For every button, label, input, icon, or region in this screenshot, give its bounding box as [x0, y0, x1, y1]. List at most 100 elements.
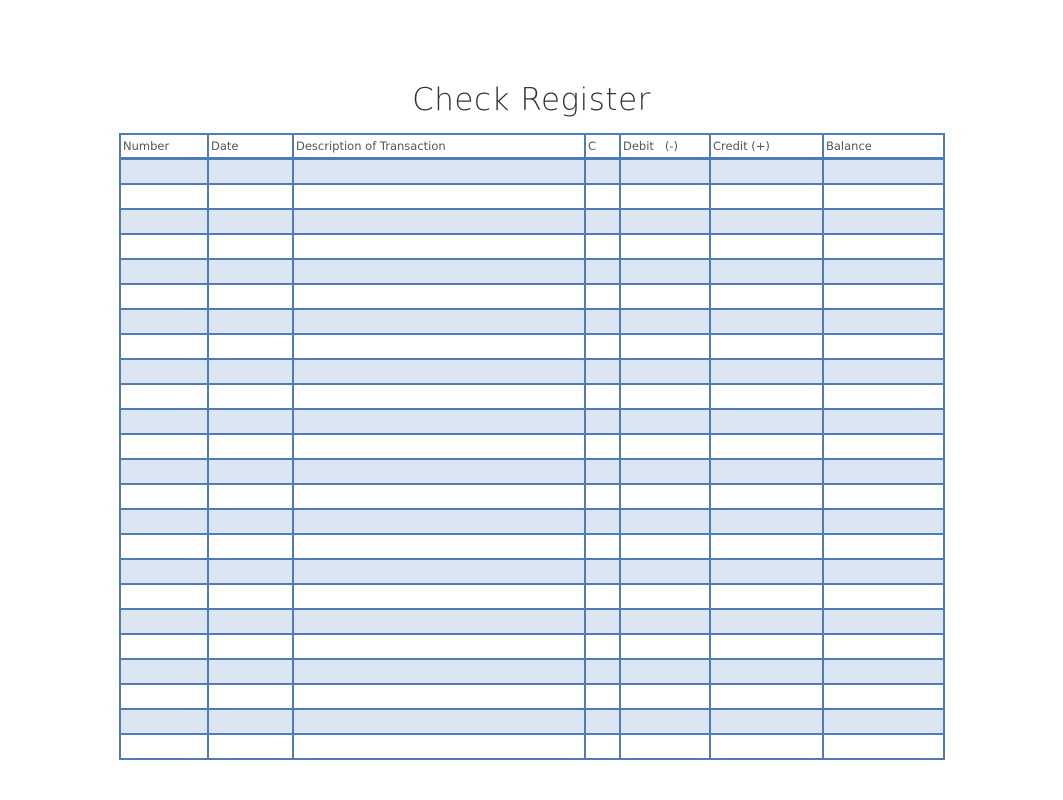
table-cell[interactable] [619, 558, 711, 585]
table-cell[interactable] [292, 508, 586, 535]
table-cell[interactable] [119, 308, 209, 335]
table-cell[interactable] [822, 608, 945, 635]
table-cell[interactable] [822, 683, 945, 710]
table-cell[interactable] [822, 558, 945, 585]
table-cell[interactable] [709, 358, 824, 385]
table-cell[interactable] [619, 683, 711, 710]
table-cell[interactable] [119, 358, 209, 385]
table-cell[interactable] [709, 283, 824, 310]
table-cell[interactable] [709, 458, 824, 485]
table-cell[interactable] [619, 233, 711, 260]
table-cell[interactable] [619, 208, 711, 235]
table-cell[interactable] [709, 233, 824, 260]
table-cell[interactable] [584, 433, 621, 460]
table-cell[interactable] [619, 583, 711, 610]
table-cell[interactable] [709, 658, 824, 685]
table-cell[interactable] [619, 508, 711, 535]
table-cell[interactable] [619, 183, 711, 210]
table-cell[interactable] [207, 283, 294, 310]
table-cell[interactable] [207, 583, 294, 610]
table-cell[interactable] [119, 533, 209, 560]
table-cell[interactable] [619, 383, 711, 410]
table-cell[interactable] [584, 208, 621, 235]
table-cell[interactable] [822, 458, 945, 485]
table-cell[interactable] [119, 433, 209, 460]
table-cell[interactable] [822, 258, 945, 285]
table-cell[interactable] [119, 633, 209, 660]
table-cell[interactable] [207, 408, 294, 435]
table-cell[interactable] [207, 258, 294, 285]
table-cell[interactable] [119, 483, 209, 510]
table-cell[interactable] [207, 633, 294, 660]
table-cell[interactable] [584, 183, 621, 210]
table-cell[interactable] [292, 433, 586, 460]
table-cell[interactable] [207, 308, 294, 335]
table-cell[interactable] [619, 358, 711, 385]
table-cell[interactable] [619, 633, 711, 660]
table-cell[interactable] [584, 583, 621, 610]
table-cell[interactable] [709, 308, 824, 335]
table-cell[interactable] [207, 233, 294, 260]
table-cell[interactable] [709, 558, 824, 585]
table-cell[interactable] [207, 208, 294, 235]
table-cell[interactable] [584, 733, 621, 760]
table-cell[interactable] [292, 283, 586, 310]
table-cell[interactable] [292, 533, 586, 560]
table-cell[interactable] [584, 408, 621, 435]
table-cell[interactable] [619, 308, 711, 335]
table-cell[interactable] [119, 383, 209, 410]
table-cell[interactable] [119, 583, 209, 610]
table-cell[interactable] [709, 433, 824, 460]
table-cell[interactable] [207, 383, 294, 410]
table-cell[interactable] [709, 508, 824, 535]
table-cell[interactable] [709, 608, 824, 635]
table-cell[interactable] [709, 583, 824, 610]
table-cell[interactable] [207, 458, 294, 485]
table-cell[interactable] [584, 483, 621, 510]
table-cell[interactable] [709, 533, 824, 560]
table-cell[interactable] [119, 283, 209, 310]
table-cell[interactable] [207, 533, 294, 560]
table-cell[interactable] [207, 508, 294, 535]
table-cell[interactable] [207, 183, 294, 210]
table-cell[interactable] [207, 658, 294, 685]
table-cell[interactable] [619, 708, 711, 735]
table-cell[interactable] [292, 183, 586, 210]
table-cell[interactable] [619, 608, 711, 635]
table-cell[interactable] [619, 408, 711, 435]
table-cell[interactable] [119, 458, 209, 485]
table-cell[interactable] [292, 258, 586, 285]
table-cell[interactable] [292, 358, 586, 385]
table-cell[interactable] [292, 583, 586, 610]
table-cell[interactable] [119, 408, 209, 435]
table-cell[interactable] [619, 333, 711, 360]
table-cell[interactable] [292, 633, 586, 660]
table-cell[interactable] [584, 633, 621, 660]
table-cell[interactable] [584, 508, 621, 535]
table-cell[interactable] [584, 458, 621, 485]
table-cell[interactable] [619, 157, 711, 185]
table-cell[interactable] [584, 283, 621, 310]
table-cell[interactable] [292, 683, 586, 710]
table-cell[interactable] [822, 433, 945, 460]
table-cell[interactable] [207, 483, 294, 510]
table-cell[interactable] [119, 233, 209, 260]
table-cell[interactable] [822, 383, 945, 410]
table-cell[interactable] [584, 383, 621, 410]
table-cell[interactable] [822, 508, 945, 535]
table-cell[interactable] [207, 358, 294, 385]
table-cell[interactable] [822, 233, 945, 260]
table-cell[interactable] [619, 458, 711, 485]
table-cell[interactable] [584, 258, 621, 285]
table-cell[interactable] [584, 157, 621, 185]
table-cell[interactable] [709, 633, 824, 660]
table-cell[interactable] [292, 458, 586, 485]
table-cell[interactable] [584, 708, 621, 735]
table-cell[interactable] [709, 183, 824, 210]
table-cell[interactable] [292, 483, 586, 510]
table-cell[interactable] [822, 408, 945, 435]
table-cell[interactable] [709, 483, 824, 510]
table-cell[interactable] [207, 733, 294, 760]
table-cell[interactable] [292, 558, 586, 585]
table-cell[interactable] [119, 658, 209, 685]
